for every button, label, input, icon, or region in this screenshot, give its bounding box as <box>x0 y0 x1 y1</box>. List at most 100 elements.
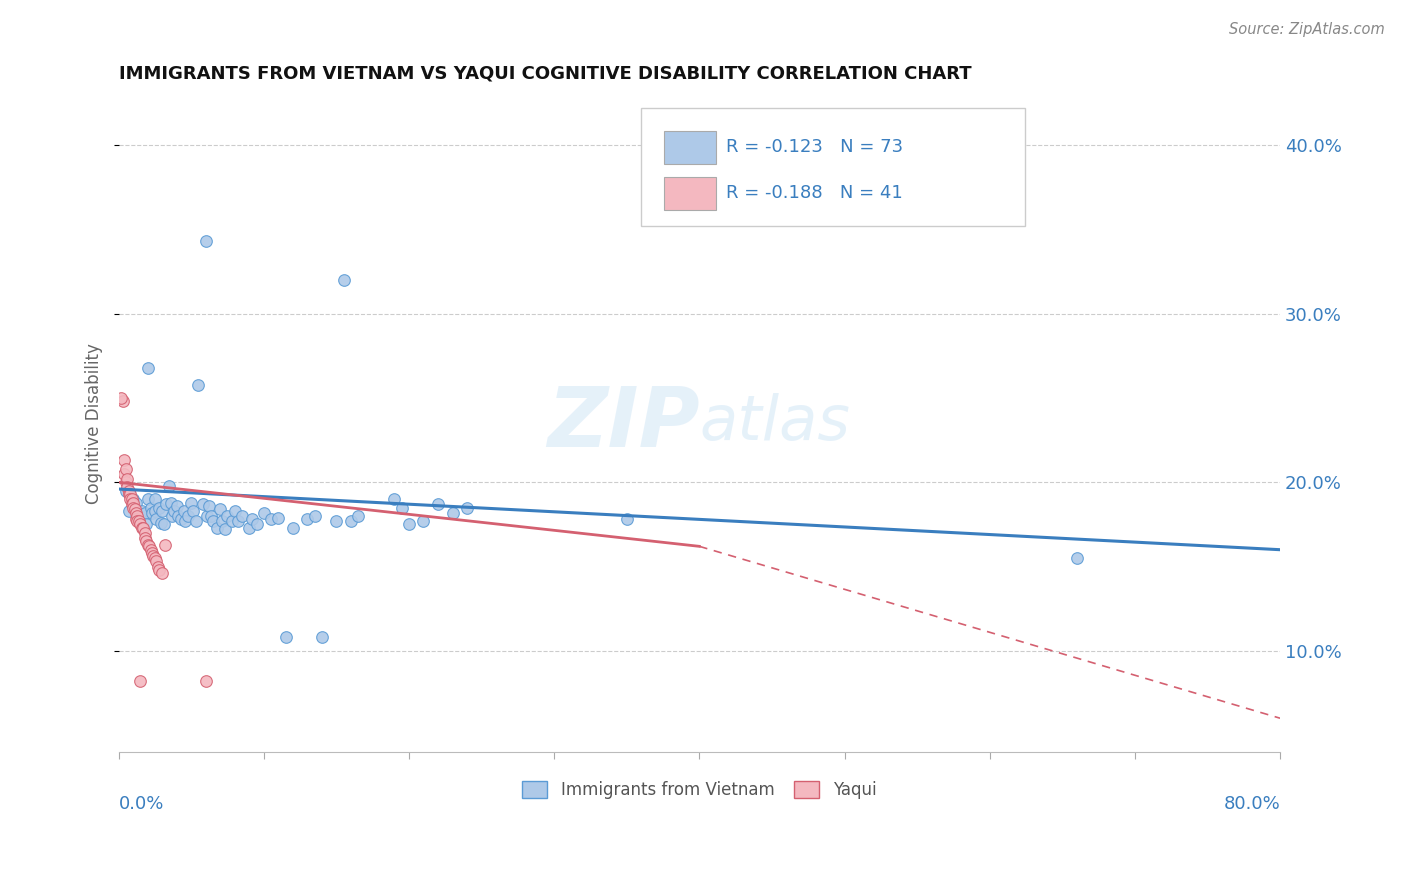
Point <box>122 495 145 509</box>
Point <box>148 563 170 577</box>
Y-axis label: Cognitive Disability: Cognitive Disability <box>86 343 103 504</box>
Point <box>136 538 159 552</box>
Text: 80.0%: 80.0% <box>1223 795 1279 813</box>
Text: 0.0%: 0.0% <box>118 795 165 813</box>
Point <box>214 523 236 537</box>
Point <box>297 512 319 526</box>
Point <box>138 539 160 553</box>
Point <box>122 500 145 515</box>
Point <box>412 514 434 528</box>
Point <box>118 504 141 518</box>
Point <box>224 504 246 518</box>
Point <box>136 360 159 375</box>
Point <box>304 508 326 523</box>
Point <box>110 391 132 405</box>
Point <box>139 500 162 515</box>
Point <box>155 497 177 511</box>
Point <box>616 512 638 526</box>
Point <box>150 566 173 581</box>
Point <box>136 492 159 507</box>
FancyBboxPatch shape <box>641 108 1025 227</box>
Point <box>135 517 157 532</box>
Point <box>121 492 143 507</box>
Point <box>127 508 149 523</box>
Text: IMMIGRANTS FROM VIETNAM VS YAQUI COGNITIVE DISABILITY CORRELATION CHART: IMMIGRANTS FROM VIETNAM VS YAQUI COGNITI… <box>118 64 972 82</box>
Point <box>267 510 290 524</box>
Point <box>146 559 169 574</box>
Point <box>170 512 193 526</box>
Point <box>129 517 152 532</box>
Point <box>120 487 142 501</box>
Point <box>135 534 157 549</box>
Point <box>427 497 450 511</box>
Point <box>157 478 180 492</box>
FancyBboxPatch shape <box>665 130 716 164</box>
Point <box>167 508 190 523</box>
Point <box>125 512 148 526</box>
Text: ZIP: ZIP <box>547 383 699 464</box>
Point <box>125 506 148 520</box>
Point <box>253 506 276 520</box>
Point <box>177 508 200 523</box>
Point <box>281 521 304 535</box>
Point <box>134 531 156 545</box>
Point <box>226 514 249 528</box>
Point <box>391 500 413 515</box>
Point <box>150 504 173 518</box>
Point <box>134 525 156 540</box>
Point <box>120 492 142 507</box>
Point <box>194 674 217 689</box>
Point <box>160 495 183 509</box>
Point <box>166 499 188 513</box>
Point <box>200 508 222 523</box>
Text: R = -0.188   N = 41: R = -0.188 N = 41 <box>725 185 903 202</box>
FancyBboxPatch shape <box>665 177 716 210</box>
Point <box>240 512 263 526</box>
Point <box>184 514 207 528</box>
Point <box>148 500 170 515</box>
Point <box>441 506 464 520</box>
Point <box>115 462 138 476</box>
Point <box>145 554 167 568</box>
Point <box>118 487 141 501</box>
Point <box>145 512 167 526</box>
Point <box>131 504 153 518</box>
Point <box>149 516 172 530</box>
Point <box>245 517 267 532</box>
Legend: Immigrants from Vietnam, Yaqui: Immigrants from Vietnam, Yaqui <box>522 781 876 799</box>
Point <box>1066 551 1088 566</box>
Point <box>124 502 146 516</box>
Point <box>238 521 260 535</box>
Point <box>191 497 214 511</box>
Point <box>174 514 197 528</box>
Point <box>143 551 166 566</box>
Point <box>129 508 152 523</box>
Point <box>122 492 145 507</box>
Point <box>332 273 354 287</box>
Point <box>131 521 153 535</box>
Point <box>125 495 148 509</box>
Point <box>197 499 219 513</box>
Point <box>195 508 218 523</box>
Point <box>194 235 217 249</box>
Point <box>128 514 150 528</box>
Text: Source: ZipAtlas.com: Source: ZipAtlas.com <box>1229 22 1385 37</box>
Point <box>115 475 138 490</box>
Point <box>127 514 149 528</box>
Point <box>325 514 347 528</box>
Point <box>274 630 297 644</box>
Point <box>139 542 162 557</box>
Point <box>173 504 195 518</box>
Point <box>118 483 141 498</box>
Point <box>111 394 134 409</box>
Point <box>142 549 165 564</box>
Point <box>211 514 233 528</box>
Point <box>117 472 139 486</box>
Point <box>201 514 224 528</box>
Point <box>121 497 143 511</box>
Point <box>221 514 243 528</box>
Point <box>384 492 406 507</box>
Point <box>347 508 370 523</box>
Point <box>231 508 253 523</box>
Point <box>112 453 135 467</box>
